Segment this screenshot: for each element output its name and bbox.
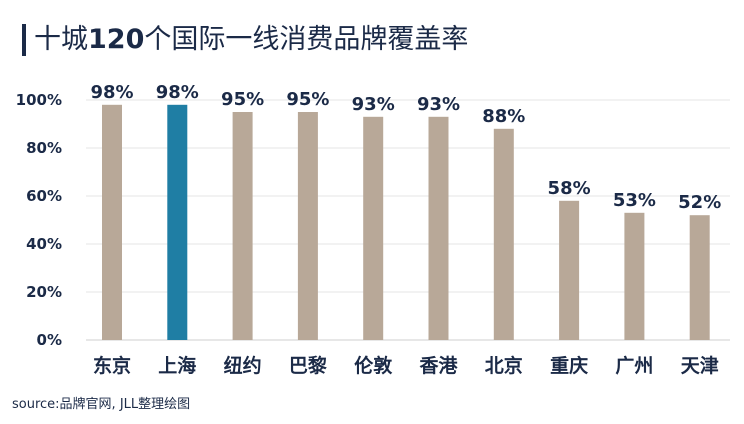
x-tick-label: 香港 xyxy=(418,355,458,377)
y-tick-label: 80% xyxy=(26,139,62,157)
data-label: 98% xyxy=(90,82,133,103)
title-accent-bar xyxy=(22,24,26,56)
bar xyxy=(689,215,710,340)
bar xyxy=(232,112,253,340)
data-label: 95% xyxy=(221,89,264,110)
y-tick-label: 60% xyxy=(26,187,62,205)
x-tick-label: 伦敦 xyxy=(354,354,393,377)
bar xyxy=(624,212,645,340)
bar xyxy=(102,104,122,340)
data-label: 88% xyxy=(482,106,525,127)
data-label: 53% xyxy=(613,190,656,211)
data-label: 58% xyxy=(548,178,591,199)
data-label: 95% xyxy=(286,89,329,110)
x-tick-label: 东京 xyxy=(93,354,131,377)
x-tick-label: 上海 xyxy=(158,354,196,377)
data-label: 98% xyxy=(156,82,199,103)
y-tick-label: 20% xyxy=(26,283,62,301)
y-tick-label: 100% xyxy=(16,91,62,109)
x-tick-label: 天津 xyxy=(681,354,719,377)
bar xyxy=(493,128,514,340)
bar xyxy=(297,112,318,340)
bar xyxy=(428,116,449,340)
x-tick-label: 广州 xyxy=(615,354,653,377)
data-label: 93% xyxy=(352,94,395,115)
bar xyxy=(167,104,188,340)
data-label: 93% xyxy=(417,94,460,115)
y-tick-label: 40% xyxy=(26,235,62,253)
data-label: 52% xyxy=(678,192,721,213)
x-tick-label: 北京 xyxy=(485,354,523,377)
x-tick-label: 纽约 xyxy=(224,354,262,377)
bar xyxy=(559,200,580,340)
chart-title: 十城120个国际一线消费品牌覆盖率 xyxy=(34,24,469,55)
source-note: source:品牌官网, JLL整理绘图 xyxy=(12,397,191,412)
x-tick-label: 巴黎 xyxy=(289,355,327,377)
bar xyxy=(363,116,384,340)
x-tick-label: 重庆 xyxy=(550,354,588,377)
y-tick-label: 0% xyxy=(37,331,62,349)
